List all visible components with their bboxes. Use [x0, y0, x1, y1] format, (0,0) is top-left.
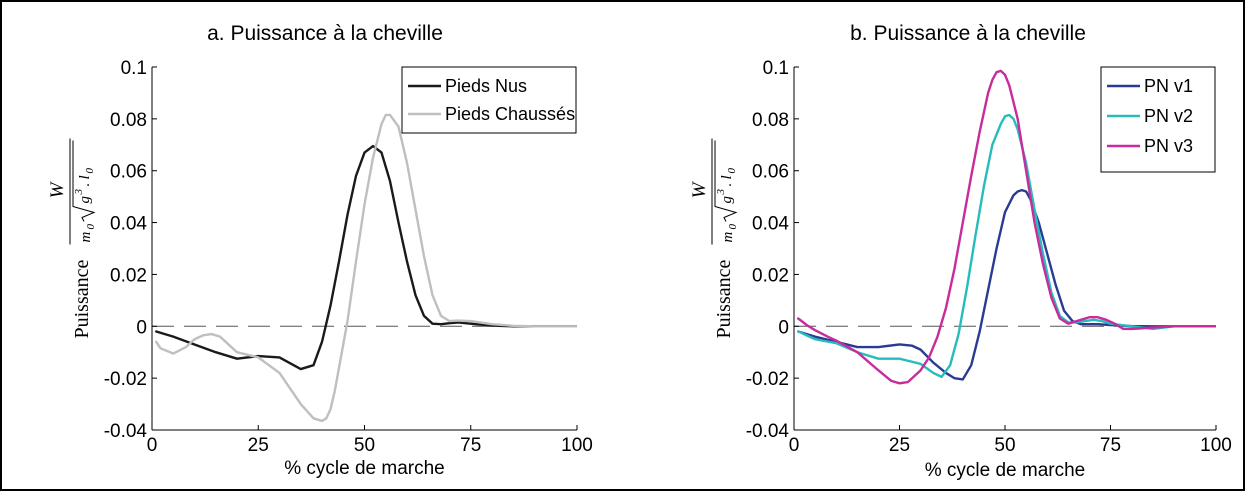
series-line-pieds-nus — [155, 144, 577, 371]
legend-box — [1100, 66, 1216, 173]
y-label-l: l — [77, 175, 93, 179]
y-tick-label: -0.02 — [104, 369, 147, 390]
y-tick-label: 0 — [136, 317, 147, 338]
legend-entry: PN v3 — [1144, 136, 1193, 156]
legend-box — [401, 66, 577, 134]
y-label-dot: . — [77, 183, 93, 187]
x-tick-label: 25 — [889, 435, 910, 456]
y-label-g-exp: 3 — [73, 189, 85, 196]
x-tick-label: 75 — [1100, 435, 1121, 456]
y-tick-label: 0 — [778, 317, 789, 338]
y-label-sqrt-sign — [714, 140, 738, 222]
y-tick-label: -0.02 — [746, 369, 789, 390]
x-tick-label: 0 — [147, 435, 158, 456]
y-tick-label: 0.04 — [110, 214, 147, 235]
legend-entry: PN v2 — [1144, 106, 1193, 126]
x-tick-label: 0 — [789, 435, 800, 456]
y-tick-label: 0.06 — [110, 162, 147, 183]
legend: Pieds Nus Pieds Chaussés — [401, 66, 577, 134]
y-tick-label: 0.04 — [752, 214, 789, 235]
y-label-numerator: W — [47, 180, 68, 198]
series-line-pn-v3 — [797, 69, 1216, 385]
y-tick-label: -0.04 — [104, 421, 148, 442]
y-label-mass: m — [720, 232, 736, 243]
series-group — [155, 113, 577, 423]
x-tick-label: 75 — [460, 435, 481, 456]
y-label-l-sub: 0 — [84, 168, 96, 174]
y-label-dot: . — [719, 183, 735, 187]
y-label-g-exp: 3 — [715, 189, 727, 196]
y-label-mass-sub: 0 — [727, 224, 739, 230]
series-line-pn-v1 — [797, 188, 1216, 381]
y-axis-label-text: Puissance — [713, 260, 735, 339]
chart-title: a. Puissance à la cheville — [207, 22, 443, 45]
x-tick-label: 25 — [248, 435, 269, 456]
y-label-g: g — [719, 196, 735, 204]
y-label-mass-sub: 0 — [85, 224, 97, 230]
series-group — [797, 69, 1216, 385]
legend-entry: Pieds Nus — [445, 76, 527, 96]
x-tick-label: 50 — [354, 435, 375, 456]
y-label-l-sub: 0 — [726, 168, 738, 174]
y-label-sqrt-sign — [72, 140, 96, 222]
series-line-pn-v2 — [797, 113, 1216, 379]
y-tick-label: 0.06 — [752, 162, 789, 183]
y-tick-label: 0.1 — [763, 58, 789, 79]
legend: PN v1 PN v2 PN v3 — [1100, 66, 1216, 173]
chart-panel-b: b. Puissance à la cheville 0 25 50 75 100 -0.0… — [689, 22, 1232, 481]
series-line-pieds-chauss-s — [155, 113, 577, 423]
y-tick-label: -0.04 — [746, 421, 790, 442]
y-tick-label: 0.08 — [752, 110, 789, 131]
x-tick-label: 50 — [994, 435, 1015, 456]
y-label-g: g — [77, 196, 93, 204]
x-tick-label: 100 — [1200, 435, 1232, 456]
chart-panel-a: a. Puissance à la cheville 0 25 50 75 100 -0.0… — [47, 22, 593, 479]
x-axis-label: % cycle de marche — [925, 460, 1086, 481]
y-label-l: l — [719, 175, 735, 179]
y-tick-label: 0.08 — [110, 110, 147, 131]
y-tick-label: 0.02 — [110, 265, 147, 286]
y-label-numerator: W — [689, 180, 710, 198]
x-axis-label: % cycle de marche — [284, 458, 445, 479]
legend-entry: PN v1 — [1144, 76, 1193, 96]
chart-title: b. Puissance à la cheville — [850, 22, 1086, 45]
y-label-mass: m — [78, 232, 94, 243]
legend-entry: Pieds Chaussés — [445, 104, 575, 124]
x-tick-label: 100 — [561, 435, 593, 456]
y-tick-label: 0.1 — [121, 58, 147, 79]
y-tick-label: 0.02 — [752, 265, 789, 286]
y-axis-label-text: Puissance — [71, 260, 93, 339]
